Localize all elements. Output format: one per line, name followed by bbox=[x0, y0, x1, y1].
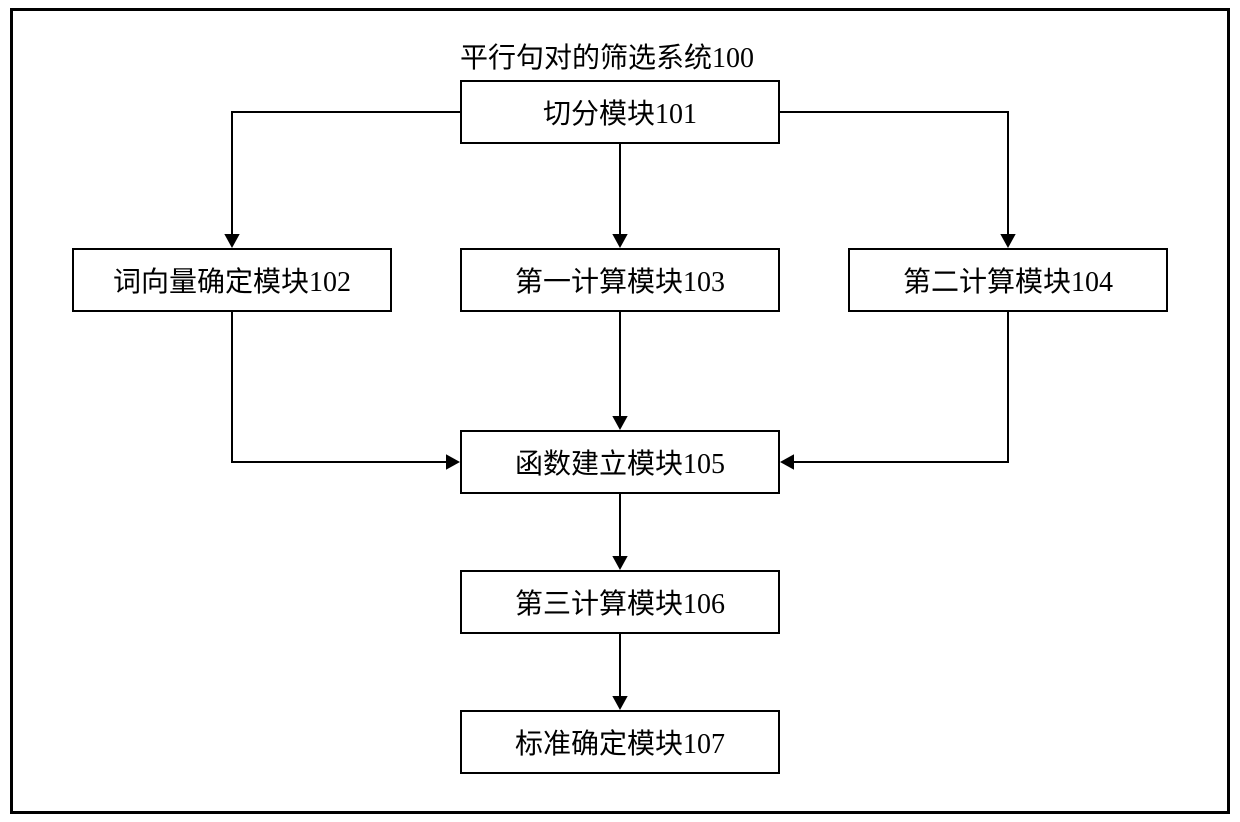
flowchart-node-n104: 第二计算模块104 bbox=[848, 248, 1168, 312]
flowchart-node-n103: 第一计算模块103 bbox=[460, 248, 780, 312]
flowchart-node-n101: 切分模块101 bbox=[460, 80, 780, 144]
diagram-title: 平行句对的筛选系统100 bbox=[460, 36, 754, 76]
flowchart-node-n105: 函数建立模块105 bbox=[460, 430, 780, 494]
flowchart-node-label: 第二计算模块104 bbox=[903, 260, 1113, 300]
flowchart-node-label: 词向量确定模块102 bbox=[113, 260, 351, 300]
flowchart-node-n107: 标准确定模块107 bbox=[460, 710, 780, 774]
flowchart-node-n102: 词向量确定模块102 bbox=[72, 248, 392, 312]
flowchart-node-n106: 第三计算模块106 bbox=[460, 570, 780, 634]
flowchart-node-label: 第三计算模块106 bbox=[515, 582, 725, 622]
flowchart-node-label: 函数建立模块105 bbox=[515, 442, 725, 482]
flowchart-node-label: 第一计算模块103 bbox=[515, 260, 725, 300]
flowchart-node-label: 标准确定模块107 bbox=[515, 722, 725, 762]
flowchart-node-label: 切分模块101 bbox=[543, 92, 697, 132]
